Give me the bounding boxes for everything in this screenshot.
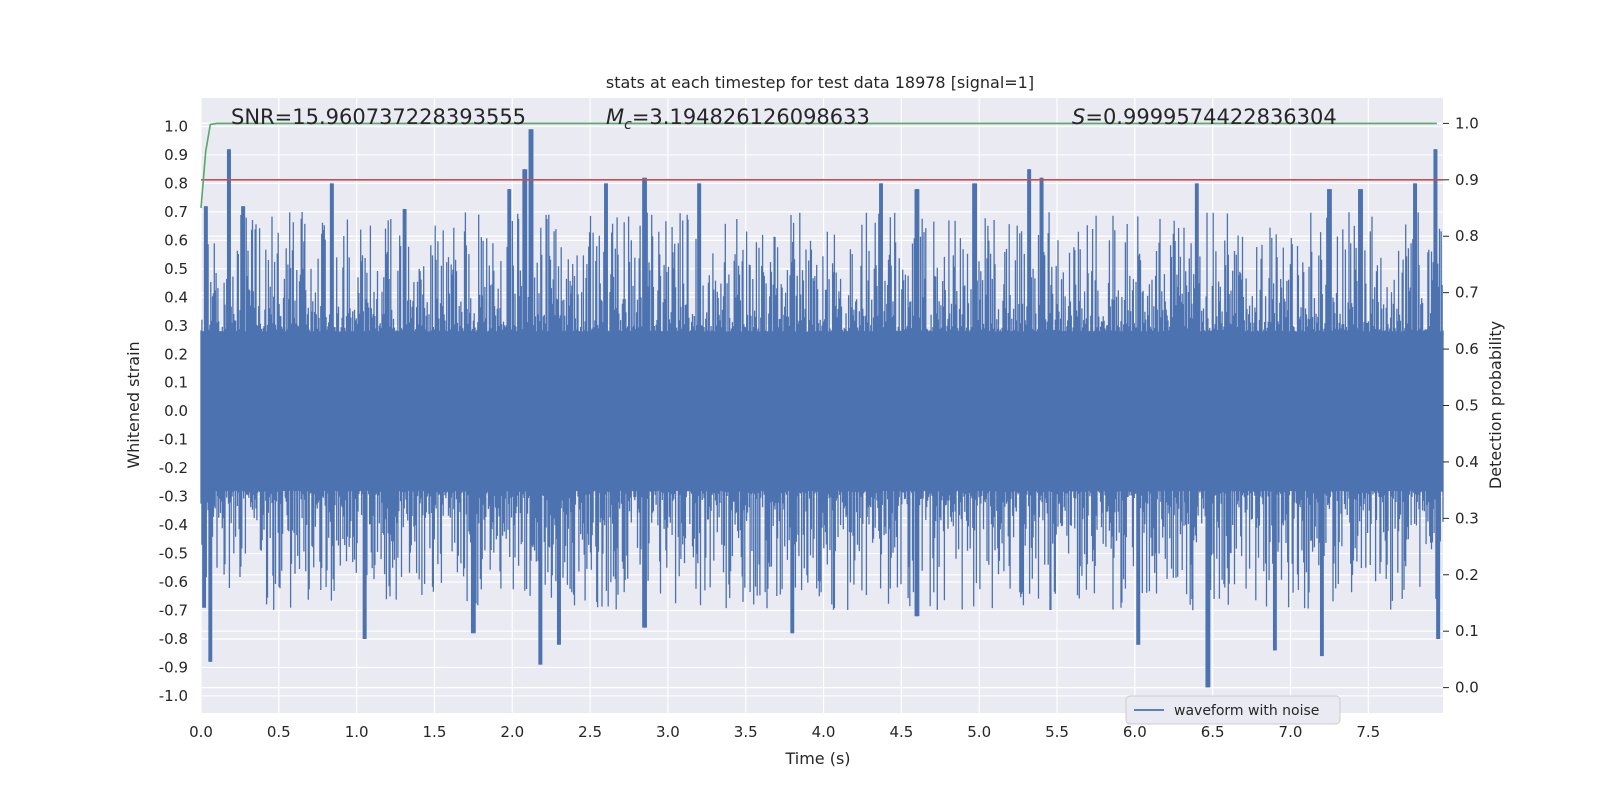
y-tick-label: 0.9 [164,146,188,164]
x-tick-label: 1.0 [345,723,369,741]
legend: waveform with noise [1125,695,1341,725]
x-tick-label: 5.0 [967,723,991,741]
y-axis-label: Whitened strain [124,341,143,468]
mc-annotation: Mc=3.194826126098633 [606,105,870,133]
y2-tick-label: 0.8 [1455,227,1479,245]
x-tick-label: 3.5 [734,723,758,741]
y-tick-label: 0.3 [164,317,188,335]
x-tick-label: 6.5 [1201,723,1225,741]
waveform-series [200,129,1444,688]
y2-axis-label: Detection probability [1486,321,1505,489]
y-tick-label: 0.6 [164,231,188,249]
snr-annotation: SNR=15.960737228393555 [231,105,526,129]
y-tick-label: 0.5 [164,260,188,278]
s-annotation: S=0.9999574422836304 [1072,105,1337,129]
y2-tick-label: 0.2 [1455,566,1479,584]
y2-tick-label: 0.6 [1455,340,1479,358]
y-tick-label: -1.0 [159,687,188,705]
y-tick-label: -0.5 [159,545,188,563]
waveform-line [200,129,1444,688]
detection-probability-line [200,122,1437,209]
y-tick-label: -0.9 [159,658,188,676]
s-value: =0.9999574422836304 [1085,105,1336,129]
x-tick-label: 6.0 [1123,723,1147,741]
y2-tick-label: 1.0 [1455,114,1479,132]
s-symbol: S [1072,105,1085,129]
x-tick-label: 7.5 [1356,723,1380,741]
axis-ticks: 0.0 0.5 1.0 1.5 2.0 2.5 3.0 3.5 4.0 4.5 5.0 5.5 6.0 6… [159,114,1479,741]
y-tick-label: -0.7 [159,602,188,620]
x-tick-label: 0.0 [189,723,213,741]
y-tick-label: -0.2 [159,459,188,477]
legend-box [1125,695,1341,725]
x-tick-label: 2.5 [578,723,602,741]
x-tick-label: 7.0 [1279,723,1303,741]
y2-tick-label: 0.5 [1455,397,1479,415]
y-tick-label: 0.1 [164,374,188,392]
x-tick-label: 2.0 [500,723,524,741]
mc-subscript: c [624,117,632,133]
y2-tick-label: 0.0 [1455,679,1479,697]
probability-lines [200,122,1443,209]
y2-tick-label: 0.9 [1455,171,1479,189]
y-tick-label: -0.6 [159,573,188,591]
y2-tick-label: 0.4 [1455,453,1479,471]
y-tick-label: -0.1 [159,431,188,449]
x-axis-label: Time (s) [784,749,850,768]
mc-symbol: M [606,105,624,129]
x-tick-label: 4.0 [812,723,836,741]
y-tick-label: 0.2 [164,345,188,363]
y-tick-label: -0.8 [159,630,188,648]
x-tick-label: 5.5 [1045,723,1069,741]
mc-value: =3.194826126098633 [632,105,870,129]
y2-tick-label: 0.1 [1455,622,1479,640]
y-tick-label: 0.4 [164,288,188,306]
y2-tick-label: 0.7 [1455,284,1479,302]
y-tick-label: 1.0 [164,117,188,135]
y-tick-label: -0.3 [159,488,188,506]
y-tick-label: -0.4 [159,516,188,534]
x-tick-label: 3.0 [656,723,680,741]
x-tick-label: 1.5 [423,723,447,741]
y-tick-label: 0.7 [164,203,188,221]
x-tick-label: 4.5 [889,723,913,741]
legend-entry-waveform: waveform with noise [1174,703,1319,719]
y-tick-label: 0.8 [164,174,188,192]
y2-tick-label: 0.3 [1455,509,1479,527]
x-tick-label: 0.5 [267,723,291,741]
chart-title: stats at each timestep for test data 189… [606,73,1034,92]
y-tick-label: 0.0 [164,402,188,420]
